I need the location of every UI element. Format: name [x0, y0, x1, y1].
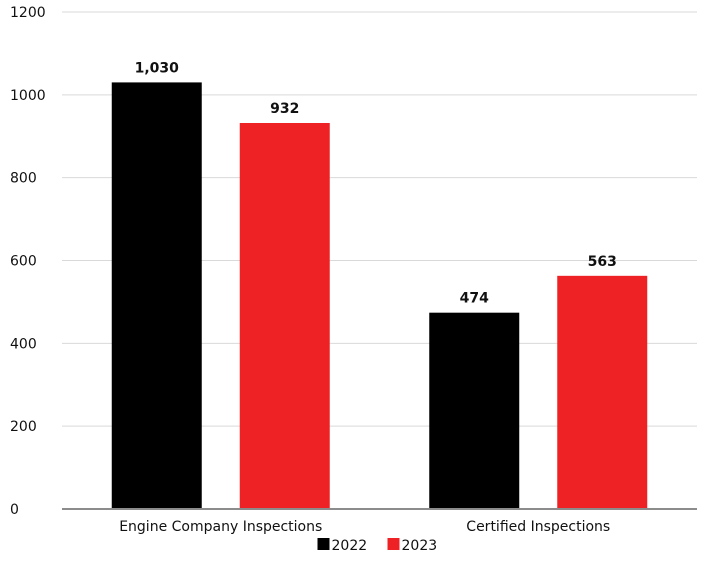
legend-item-2023: 2023: [387, 538, 438, 554]
legend-swatch: [387, 538, 400, 550]
legend-item-2022: 2022: [317, 538, 368, 554]
legend: 2022 2023: [317, 538, 438, 554]
data-label: 932: [270, 101, 299, 117]
bars: [111, 82, 648, 510]
x-category-label: Engine Company Inspections: [119, 519, 322, 535]
data-label: 563: [588, 254, 617, 270]
legend-label: 2022: [332, 538, 368, 554]
legend-swatch: [317, 538, 330, 550]
x-axis-categories: Engine Company Inspections Certified Insp…: [119, 519, 610, 535]
y-tick-label: 1000: [10, 88, 46, 104]
y-tick-label: 800: [10, 171, 37, 187]
y-axis-ticks: 0 200 400 600 800 1000 1200: [10, 5, 46, 518]
y-tick-label: 200: [10, 419, 37, 435]
bar-2022-certified: [429, 312, 520, 509]
bar-2023-certified: [557, 275, 648, 509]
bar-2023-engine-company: [239, 122, 330, 509]
x-category-label: Certified Inspections: [466, 519, 610, 535]
y-tick-label: 400: [10, 336, 37, 352]
legend-label: 2023: [402, 538, 438, 554]
y-tick-label: 0: [10, 502, 19, 518]
y-tick-label: 600: [10, 254, 37, 270]
data-label: 474: [460, 291, 489, 307]
data-label: 1,030: [135, 60, 180, 76]
data-labels: 1,030 932 474 563: [135, 60, 617, 306]
y-tick-label: 1200: [10, 5, 46, 21]
bar-2022-engine-company: [111, 82, 202, 510]
